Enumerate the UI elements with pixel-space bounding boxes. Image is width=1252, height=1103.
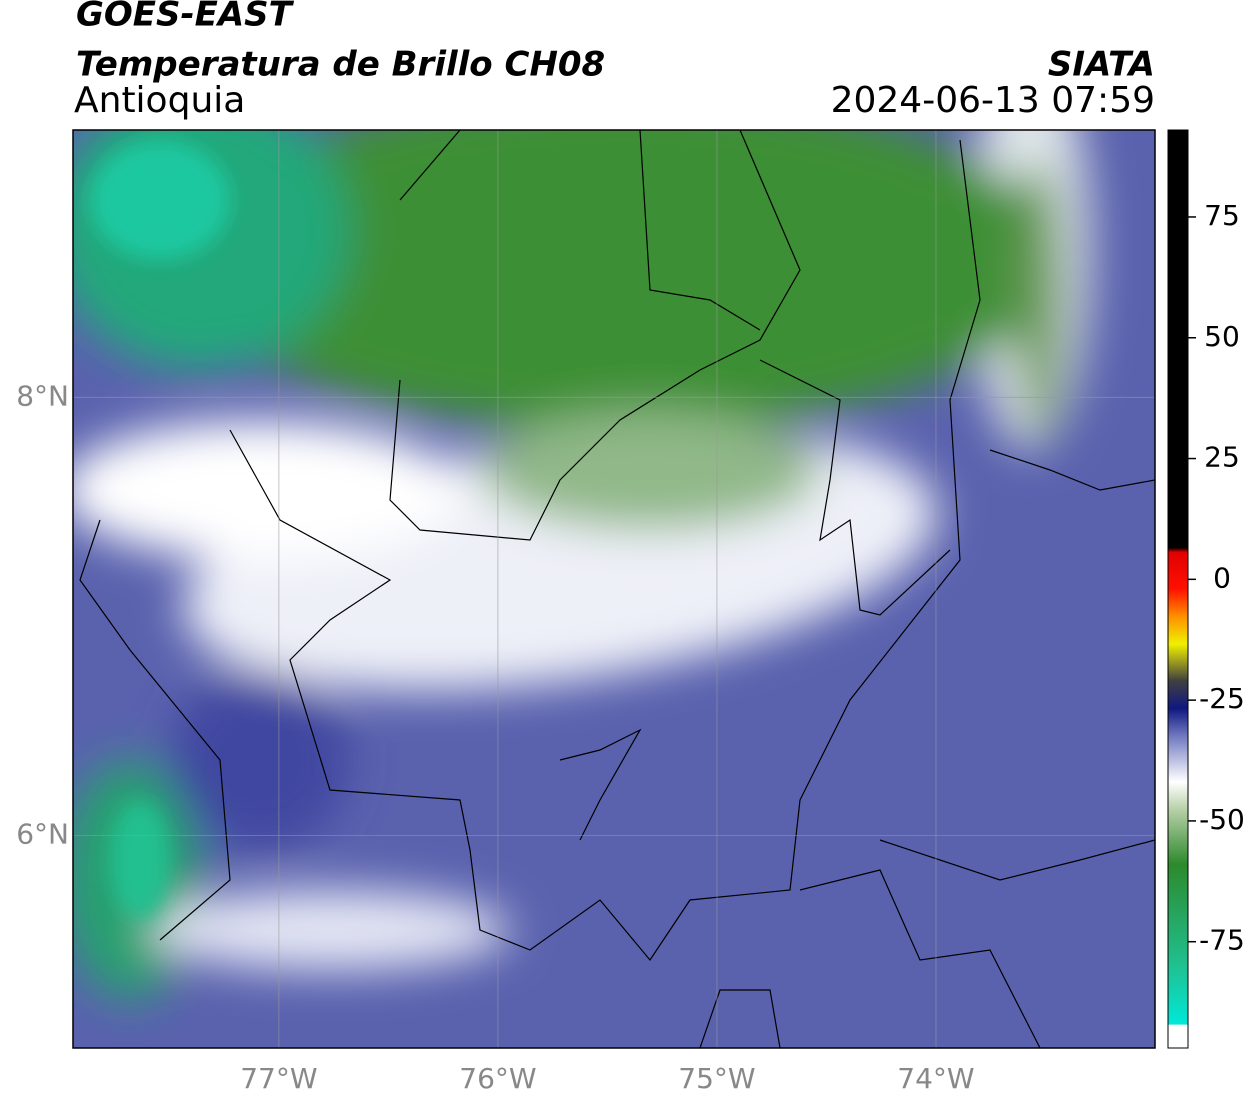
y-tick-label: 6°N bbox=[16, 817, 69, 850]
colorbar-tick-label: 0 bbox=[1213, 561, 1231, 594]
colorbar-tick-label: -50 bbox=[1199, 803, 1245, 836]
colorbar-tick-label: 25 bbox=[1204, 441, 1240, 474]
satellite-image bbox=[73, 130, 1155, 1048]
x-tick-label: 77°W bbox=[240, 1062, 317, 1095]
x-tick-label: 76°W bbox=[459, 1062, 536, 1095]
colorbar-tick-label: 75 bbox=[1204, 199, 1240, 232]
colorbar-tick-label: 50 bbox=[1204, 320, 1240, 353]
colorbar bbox=[1167, 129, 1189, 1049]
subtitle: Temperatura de Brillo CH08 bbox=[76, 45, 605, 85]
colorbar-tick-label: -75 bbox=[1199, 924, 1245, 957]
title: GOES-EAST bbox=[76, 0, 295, 35]
region: Antioquia bbox=[74, 80, 245, 121]
datetime: 2024-06-13 07:59 bbox=[831, 80, 1155, 121]
map-frame bbox=[72, 129, 1156, 1049]
y-tick-label: 8°N bbox=[16, 379, 69, 412]
x-tick-label: 74°W bbox=[897, 1062, 974, 1095]
source: SIATA bbox=[1048, 45, 1155, 85]
colorbar-tick-label: -25 bbox=[1199, 682, 1245, 715]
x-tick-label: 75°W bbox=[678, 1062, 755, 1095]
